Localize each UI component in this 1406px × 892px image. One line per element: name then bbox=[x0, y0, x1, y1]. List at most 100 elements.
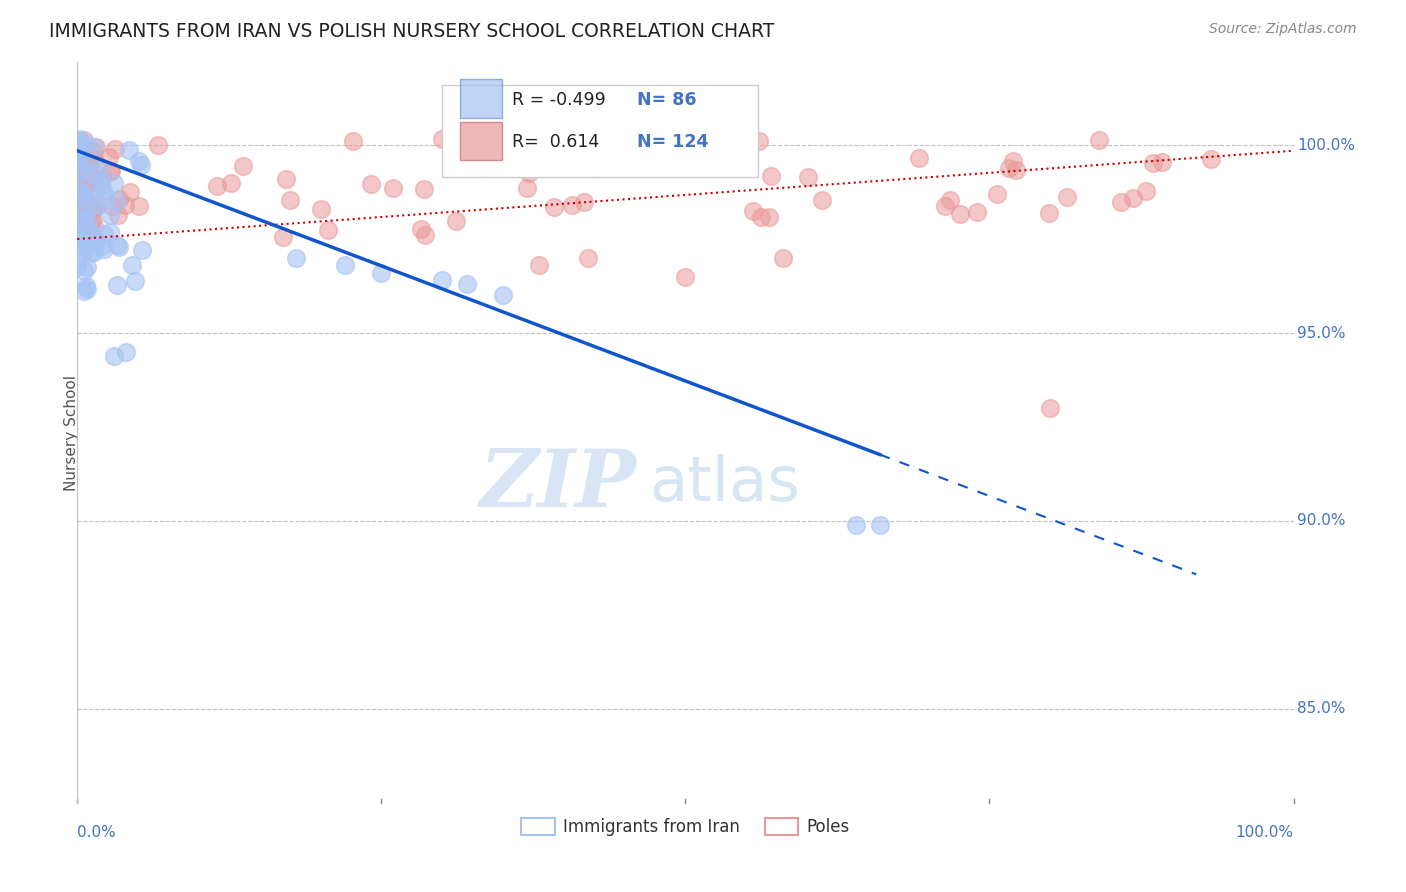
Point bbox=[80, 176, 103, 190]
Point bbox=[101, 199, 124, 213]
Point bbox=[1109, 195, 1132, 210]
Point bbox=[76, 282, 98, 296]
Point bbox=[934, 199, 956, 213]
Point bbox=[908, 151, 931, 165]
Point bbox=[758, 210, 780, 224]
Text: atlas: atlas bbox=[650, 454, 800, 515]
Point bbox=[76, 194, 98, 208]
Y-axis label: Nursery School: Nursery School bbox=[65, 375, 79, 491]
Point bbox=[121, 258, 143, 272]
Point bbox=[492, 288, 515, 302]
Point bbox=[1088, 133, 1111, 147]
Point bbox=[73, 133, 96, 147]
Point bbox=[83, 219, 105, 234]
Point bbox=[797, 170, 820, 185]
Point bbox=[285, 251, 308, 265]
Point bbox=[67, 145, 90, 160]
Text: 95.0%: 95.0% bbox=[1298, 326, 1346, 341]
Point bbox=[77, 199, 100, 213]
Point bbox=[75, 236, 97, 251]
Point bbox=[430, 273, 453, 287]
Point bbox=[90, 178, 112, 193]
Point bbox=[114, 198, 136, 212]
Point bbox=[446, 214, 468, 228]
Point bbox=[761, 169, 783, 184]
Point bbox=[73, 211, 96, 226]
Point bbox=[84, 140, 107, 154]
Point bbox=[82, 205, 104, 219]
Point bbox=[72, 284, 94, 298]
Point bbox=[772, 251, 794, 265]
Point bbox=[998, 161, 1021, 175]
Point bbox=[115, 344, 138, 359]
Point bbox=[100, 163, 122, 178]
Point bbox=[80, 219, 103, 234]
Point bbox=[596, 145, 619, 160]
Point bbox=[73, 244, 96, 258]
Point bbox=[83, 230, 105, 244]
Text: 100.0%: 100.0% bbox=[1236, 825, 1294, 840]
Point bbox=[966, 205, 988, 219]
Point bbox=[76, 200, 98, 214]
Point bbox=[72, 211, 94, 225]
Point bbox=[103, 349, 125, 363]
Point bbox=[90, 174, 112, 188]
Point bbox=[205, 179, 228, 194]
Point bbox=[105, 277, 128, 292]
Point bbox=[1199, 153, 1222, 167]
FancyBboxPatch shape bbox=[460, 121, 502, 161]
Point bbox=[66, 141, 89, 155]
Point bbox=[69, 154, 91, 169]
Point bbox=[69, 140, 91, 154]
Point bbox=[381, 181, 404, 195]
Point bbox=[83, 234, 105, 248]
Point bbox=[128, 153, 150, 168]
Point bbox=[278, 193, 301, 207]
Point bbox=[413, 228, 436, 243]
Point bbox=[67, 140, 90, 154]
Point bbox=[72, 153, 94, 168]
Point bbox=[76, 216, 98, 230]
Point bbox=[72, 207, 94, 221]
Point bbox=[76, 260, 98, 274]
Point bbox=[67, 161, 90, 175]
Point bbox=[456, 277, 478, 292]
Point bbox=[80, 228, 103, 243]
Point bbox=[318, 222, 340, 236]
Point bbox=[516, 181, 538, 195]
Point bbox=[1056, 190, 1078, 204]
Text: N= 86: N= 86 bbox=[637, 91, 696, 109]
Point bbox=[430, 131, 453, 145]
Point bbox=[72, 189, 94, 203]
Point bbox=[583, 161, 606, 176]
Point bbox=[1152, 155, 1174, 169]
Point bbox=[66, 260, 89, 274]
Point bbox=[93, 192, 115, 206]
Point bbox=[67, 132, 90, 146]
Point bbox=[70, 189, 93, 203]
Point bbox=[276, 172, 298, 186]
Point bbox=[342, 134, 364, 148]
Text: ZIP: ZIP bbox=[479, 446, 637, 524]
Point bbox=[1142, 155, 1164, 169]
Point bbox=[1122, 191, 1144, 205]
Point bbox=[75, 201, 97, 215]
Point bbox=[107, 240, 129, 254]
Text: 0.0%: 0.0% bbox=[77, 825, 117, 840]
Point bbox=[70, 199, 93, 213]
Point bbox=[360, 177, 382, 191]
Point bbox=[90, 239, 112, 253]
Point bbox=[749, 210, 772, 224]
Point bbox=[83, 186, 105, 200]
Point bbox=[472, 151, 495, 165]
Point bbox=[72, 186, 94, 200]
Point bbox=[574, 194, 596, 209]
Point bbox=[67, 211, 90, 226]
Point bbox=[413, 182, 436, 196]
Point bbox=[82, 169, 104, 184]
Point bbox=[66, 153, 89, 167]
Text: 85.0%: 85.0% bbox=[1298, 701, 1346, 716]
Point bbox=[83, 245, 105, 260]
Point bbox=[83, 152, 105, 166]
Point bbox=[273, 229, 295, 244]
